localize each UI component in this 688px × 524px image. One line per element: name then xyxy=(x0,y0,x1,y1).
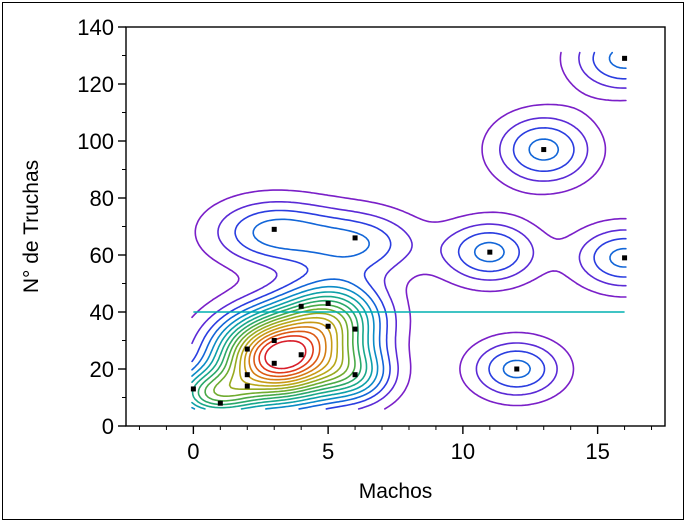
contour-level-4 xyxy=(191,51,627,410)
contour-level-6 xyxy=(191,291,373,410)
y-tick-label: 80 xyxy=(90,186,114,211)
contour-level-2 xyxy=(191,51,627,410)
contour-level-17 xyxy=(264,340,307,370)
contour-level-7 xyxy=(191,295,368,409)
data-point xyxy=(271,338,277,343)
data-point xyxy=(487,249,493,255)
data-point xyxy=(244,346,250,352)
data-point xyxy=(622,55,628,61)
contour-level-3 xyxy=(191,51,627,410)
contour-level-14 xyxy=(248,326,327,381)
y-tick-label: 60 xyxy=(90,243,114,268)
data-point xyxy=(271,226,277,232)
contour-level-11 xyxy=(228,312,344,390)
data-point xyxy=(244,383,250,389)
y-tick-label: 100 xyxy=(77,129,114,154)
chart-frame: 0 5 10 15 0 20 40 60 80 100 120 140 Machos N° de Tr… xyxy=(2,2,684,520)
data-point xyxy=(622,255,628,261)
contour-level-1 xyxy=(191,51,627,410)
data-point xyxy=(352,326,358,332)
x-tick-label: 10 xyxy=(451,439,475,464)
y-tick-label: 20 xyxy=(90,357,114,382)
contour-level-12 xyxy=(239,316,339,387)
plot-border xyxy=(125,26,666,427)
data-point xyxy=(325,323,331,329)
data-point xyxy=(541,147,547,153)
data-point xyxy=(271,360,277,366)
contour-chart: 0 5 10 15 0 20 40 60 80 100 120 140 Machos N° de Tr… xyxy=(20,15,666,503)
data-point xyxy=(514,366,520,372)
data-point xyxy=(325,300,331,306)
y-tick-label: 40 xyxy=(90,300,114,325)
y-tick-label: 140 xyxy=(77,15,114,40)
axes: 0 5 10 15 0 20 40 60 80 100 120 140 xyxy=(77,15,666,464)
x-tick-label: 15 xyxy=(585,439,609,464)
x-axis-title: Machos xyxy=(359,480,433,503)
data-point xyxy=(190,386,196,392)
data-points xyxy=(190,55,628,406)
data-point xyxy=(352,235,358,241)
data-point xyxy=(217,400,223,406)
data-point xyxy=(298,352,304,358)
data-point xyxy=(352,372,358,378)
contour-level-15 xyxy=(253,330,321,378)
contour-lines xyxy=(191,51,627,410)
y-axis-title: N° de Truchas xyxy=(20,160,43,293)
data-point xyxy=(244,372,250,378)
x-tick-label: 5 xyxy=(322,439,334,464)
y-tick-label: 0 xyxy=(102,414,114,439)
x-tick-label: 0 xyxy=(187,439,199,464)
y-tick-label: 120 xyxy=(77,72,114,97)
data-point xyxy=(298,303,304,309)
contour-level-9 xyxy=(204,304,356,402)
contour-level-8 xyxy=(197,299,362,406)
